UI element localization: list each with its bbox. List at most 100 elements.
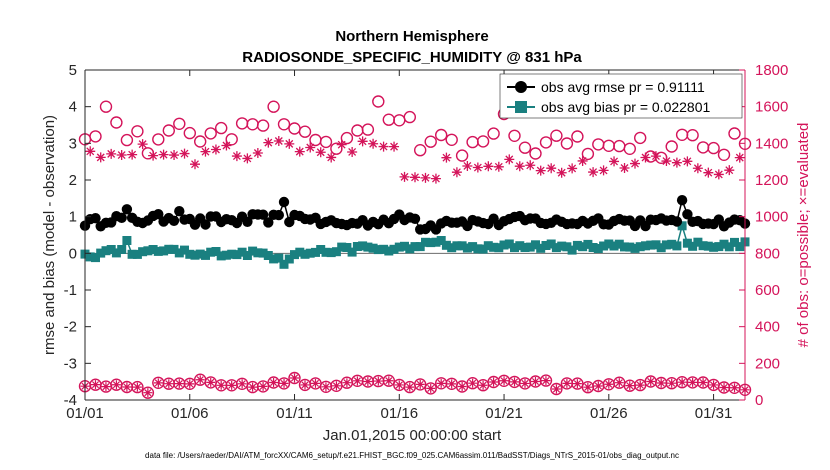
- y-tick-label-right: 800: [755, 245, 780, 262]
- bias-point: [337, 242, 347, 252]
- possible-point: [445, 133, 458, 147]
- evaluated-point: [200, 146, 211, 157]
- bias-point: [300, 249, 310, 259]
- bias-point: [724, 242, 734, 252]
- bias-point: [295, 247, 305, 257]
- obs-count-asterisk: [436, 378, 446, 388]
- bias-point: [593, 244, 603, 253]
- evaluated-point: [347, 146, 358, 157]
- obs-count-asterisk: [122, 382, 132, 392]
- chart-subtitle: RADIOSONDE_SPECIFIC_HUMIDITY @ 831 hPa: [242, 49, 582, 66]
- obs-count-circle: [414, 378, 427, 391]
- evaluated-point: [441, 152, 452, 163]
- rmse-point: [682, 209, 693, 220]
- evaluated-point: [734, 152, 745, 163]
- obs-count-asterisk: [405, 382, 415, 392]
- y-tick-label-left: 4: [69, 99, 77, 116]
- rmse-point: [90, 213, 101, 224]
- evaluated-point: [525, 160, 536, 171]
- obs-count-asterisk: [499, 376, 509, 386]
- evaluated-point: [598, 165, 609, 176]
- bias-point: [567, 245, 577, 255]
- evaluated-point: [221, 140, 232, 151]
- possible-point: [717, 148, 731, 162]
- evaluated-point: [368, 138, 379, 149]
- bias-point: [441, 240, 451, 250]
- bias-point: [483, 241, 493, 251]
- bias-point: [651, 240, 661, 250]
- evaluated-point: [399, 171, 410, 182]
- evaluated-point: [462, 160, 473, 171]
- evaluated-point: [357, 136, 368, 147]
- evaluated-point: [483, 161, 494, 172]
- evaluated-point: [284, 138, 295, 149]
- possible-point: [89, 130, 102, 143]
- possible-point: [204, 127, 217, 140]
- obs-count-circle: [288, 371, 301, 385]
- obs-count-asterisk: [394, 380, 404, 390]
- bias-point: [180, 245, 189, 255]
- bias-point: [719, 239, 729, 249]
- possible-point: [518, 141, 532, 154]
- obs-count-asterisk: [719, 383, 729, 393]
- obs-count-asterisk: [604, 379, 614, 389]
- y-tick-label-left: 5: [69, 62, 77, 79]
- bias-point: [730, 237, 739, 247]
- obs-count-asterisk: [90, 380, 100, 390]
- legend-rmse-label: obs avg rmse pr = 0.91111: [541, 79, 705, 95]
- possible-point: [508, 129, 521, 143]
- series-obs-possible: [78, 95, 752, 165]
- bias-point: [211, 247, 221, 256]
- bias-point: [572, 240, 582, 250]
- rmse-point: [174, 206, 185, 217]
- bias-point: [431, 237, 441, 247]
- bias-point: [248, 246, 258, 256]
- obs-count-asterisk: [688, 377, 698, 387]
- obs-count-asterisk: [111, 380, 121, 390]
- bias-point: [122, 236, 132, 245]
- rmse-point: [200, 219, 211, 230]
- chart-title: Northern Hemisphere: [335, 28, 488, 45]
- bias-point: [625, 242, 635, 252]
- evaluated-point: [389, 141, 400, 152]
- bias-point: [630, 243, 640, 253]
- bias-point: [520, 243, 530, 252]
- obs-count-asterisk: [331, 381, 341, 391]
- obs-count-asterisk: [164, 379, 174, 389]
- evaluated-point: [661, 156, 672, 167]
- evaluated-point: [671, 157, 682, 168]
- y-tick-label-right: 1800: [755, 62, 788, 79]
- bias-point: [331, 247, 341, 257]
- evaluated-point: [504, 154, 515, 165]
- legend-bias-marker: [515, 101, 527, 113]
- bias-point: [682, 238, 692, 248]
- obs-count-asterisk: [426, 383, 436, 393]
- obs-count-asterisk: [625, 381, 635, 391]
- evaluated-point: [588, 167, 599, 178]
- obs-count-circle: [256, 380, 270, 393]
- bias-point: [185, 249, 195, 259]
- x-tick-label: 01/21: [485, 405, 523, 422]
- obs-count-asterisk: [237, 379, 247, 389]
- evaluated-point: [724, 165, 735, 176]
- evaluated-point: [305, 142, 316, 153]
- possible-point: [214, 121, 228, 135]
- bias-point: [263, 251, 273, 260]
- obs-count-asterisk: [143, 388, 153, 398]
- bias-point: [384, 246, 394, 256]
- possible-point: [340, 131, 354, 145]
- evaluated-point: [294, 146, 305, 157]
- bias-point: [290, 250, 299, 260]
- y-tick-label-right: 1000: [755, 209, 788, 226]
- plot-area: [85, 70, 745, 400]
- possible-point: [131, 125, 144, 138]
- possible-point: [455, 149, 469, 162]
- bias-point: [117, 245, 127, 254]
- possible-point: [571, 130, 584, 143]
- bias-point: [703, 241, 713, 251]
- legend-box: [499, 73, 743, 119]
- y-tick-label-left: -4: [64, 392, 77, 409]
- possible-point: [560, 137, 574, 150]
- obs-count-asterisk: [310, 378, 320, 388]
- bias-point: [326, 248, 336, 258]
